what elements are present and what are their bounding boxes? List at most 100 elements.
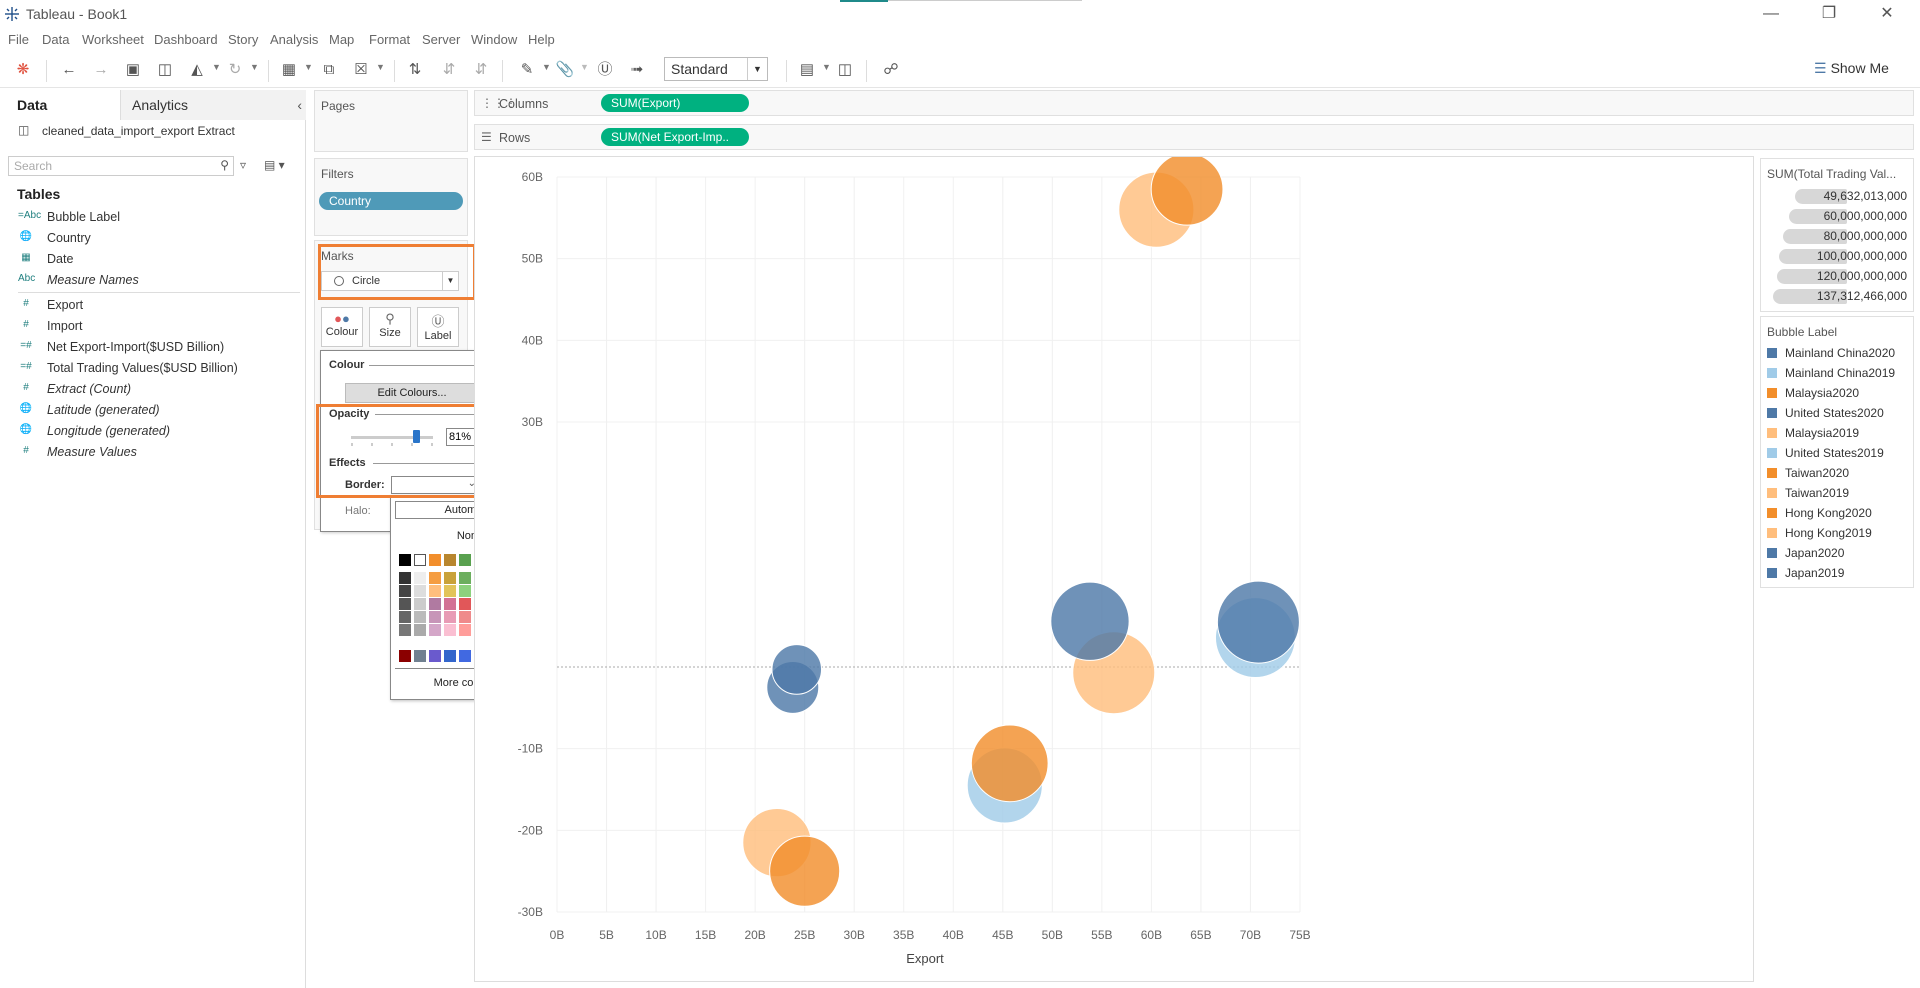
colour-swatch[interactable]: [399, 572, 411, 584]
tableau-home-icon[interactable]: ❋: [16, 61, 30, 78]
pin-icon[interactable]: ➟: [630, 61, 644, 78]
tab-analytics[interactable]: Analytics ‹: [120, 90, 306, 120]
colour-swatch[interactable]: [459, 554, 471, 566]
colour-swatch[interactable]: [459, 585, 471, 597]
colour-swatch[interactable]: [399, 650, 411, 662]
colour-swatch[interactable]: [459, 572, 471, 584]
size-legend-item[interactable]: 137,312,466,000: [1765, 287, 1909, 305]
label-button[interactable]: Ⓤ Label: [417, 307, 459, 347]
chevron-down-icon[interactable]: ▼: [376, 62, 385, 72]
datasource-item[interactable]: ◫ cleaned_data_import_export Extract: [18, 123, 235, 138]
field-measure-names[interactable]: Abc Measure Names: [0, 271, 300, 291]
colour-button[interactable]: ●● Colour: [321, 307, 363, 347]
view-options-icon[interactable]: ▤ ▾: [264, 158, 285, 172]
scatter-chart[interactable]: 0B 5B 10B 15B 20B 25B 30B 35B 40B 45B 50B 55B 60B 65B…: [475, 157, 1755, 983]
menu-server[interactable]: Server: [422, 32, 461, 47]
colour-swatch[interactable]: [459, 598, 471, 610]
field-date[interactable]: ▦ Date: [0, 250, 300, 270]
colour-swatch[interactable]: [399, 624, 411, 636]
sort-ascending-icon[interactable]: ⇵: [442, 61, 456, 78]
columns-pill-export[interactable]: SUM(Export): [601, 94, 749, 112]
filters-card[interactable]: Filters Country: [314, 158, 468, 236]
minimize-icon[interactable]: —: [1763, 5, 1779, 22]
rows-shelf[interactable]: ☰ Rows SUM(Net Export-Imp..: [474, 124, 1914, 150]
field-extract-count[interactable]: # Extract (Count): [0, 380, 300, 400]
field-longitude[interactable]: 🌐 Longitude (generated): [0, 422, 300, 442]
chevron-down-icon[interactable]: ▼: [580, 62, 589, 72]
chevron-down-icon[interactable]: ▼: [304, 62, 313, 72]
field-total-trading-values[interactable]: =# Total Trading Values($USD Billion): [0, 359, 300, 379]
opacity-slider-track[interactable]: [351, 436, 433, 439]
colour-swatch[interactable]: [414, 611, 426, 623]
colour-swatch[interactable]: [414, 650, 426, 662]
field-import[interactable]: # Import: [0, 317, 300, 337]
bubble-point[interactable]: [970, 724, 1049, 803]
chevron-down-icon[interactable]: ▼: [212, 62, 221, 72]
colour-swatch[interactable]: [444, 598, 456, 610]
columns-shelf[interactable]: ⋮⋮⋮ Columns SUM(Export): [474, 90, 1914, 116]
collapse-pane-icon[interactable]: ‹: [297, 97, 302, 113]
colour-swatch[interactable]: [459, 624, 471, 636]
colour-swatch[interactable]: [429, 572, 441, 584]
swap-axes-icon[interactable]: ⇅: [408, 61, 422, 78]
colour-swatch[interactable]: [414, 572, 426, 584]
menu-map[interactable]: Map: [329, 32, 355, 47]
highlight-icon[interactable]: ✎: [520, 61, 534, 78]
menu-data[interactable]: Data: [42, 32, 70, 47]
redo-icon[interactable]: →: [93, 61, 109, 78]
colour-swatch[interactable]: [399, 585, 411, 597]
field-latitude[interactable]: 🌐 Latitude (generated): [0, 401, 300, 421]
menu-help[interactable]: Help: [528, 32, 555, 47]
sort-descending-icon[interactable]: ⇵: [474, 61, 488, 78]
colour-swatch[interactable]: [459, 650, 471, 662]
show-cards-icon[interactable]: ▤: [799, 61, 815, 78]
colour-swatch[interactable]: [459, 611, 471, 623]
text-label-icon[interactable]: Ⓤ: [597, 61, 613, 78]
rows-pill-net-export-import[interactable]: SUM(Net Export-Imp..: [601, 128, 749, 146]
colour-swatch[interactable]: [429, 585, 441, 597]
tab-data[interactable]: Data: [0, 90, 120, 120]
show-me-button[interactable]: ☰ Show Me: [1814, 60, 1889, 77]
size-legend-item[interactable]: 49,632,013,000: [1765, 187, 1909, 205]
restore-icon[interactable]: ❐: [1821, 5, 1837, 22]
chart-view[interactable]: 0B 5B 10B 15B 20B 25B 30B 35B 40B 45B 50B 55B 60B 65B…: [474, 156, 1754, 982]
size-legend-item[interactable]: 80,000,000,000: [1765, 227, 1909, 245]
bubble-point[interactable]: [1216, 580, 1300, 664]
colour-swatch[interactable]: [444, 572, 456, 584]
menu-story[interactable]: Story: [228, 32, 259, 47]
group-icon[interactable]: 📎: [555, 61, 575, 78]
clear-sheet-icon[interactable]: ☒: [354, 61, 368, 78]
size-legend-item[interactable]: 100,000,000,000: [1765, 247, 1909, 265]
chevron-down-icon[interactable]: ▼: [822, 62, 831, 72]
save-icon[interactable]: ▣: [125, 61, 141, 78]
colour-swatch[interactable]: [414, 585, 426, 597]
chevron-down-icon[interactable]: ▼: [250, 62, 259, 72]
field-bubble-label[interactable]: =Abc Bubble Label: [0, 208, 300, 228]
menu-file[interactable]: File: [8, 32, 29, 47]
pages-card[interactable]: Pages: [314, 90, 468, 152]
colour-swatch[interactable]: [429, 554, 441, 566]
filter-icon[interactable]: ▿: [240, 158, 247, 172]
filter-pill-country[interactable]: Country: [319, 192, 463, 210]
colour-swatch[interactable]: [429, 611, 441, 623]
colour-legend[interactable]: Bubble Label Mainland China2020 Mainland …: [1760, 316, 1914, 588]
field-net-export-import[interactable]: =# Net Export-Import($USD Billion): [0, 338, 300, 358]
bubble-point[interactable]: [771, 644, 823, 695]
colour-swatch[interactable]: [399, 611, 411, 623]
colour-swatch[interactable]: [429, 624, 441, 636]
colour-swatch[interactable]: [429, 650, 441, 662]
mark-type-select[interactable]: Circle ▼: [321, 271, 459, 291]
undo-icon[interactable]: ←: [61, 61, 77, 78]
field-export[interactable]: # Export: [0, 296, 300, 316]
bubble-point[interactable]: [769, 835, 841, 907]
pause-updates-icon[interactable]: ◭: [191, 61, 203, 78]
opacity-slider-thumb[interactable]: [412, 430, 420, 443]
colour-swatch[interactable]: [444, 624, 456, 636]
refresh-icon[interactable]: ↻: [228, 61, 242, 78]
menu-worksheet[interactable]: Worksheet: [82, 32, 144, 47]
duplicate-icon[interactable]: ⧉: [323, 61, 335, 78]
colour-swatch[interactable]: [444, 611, 456, 623]
colour-swatch[interactable]: [444, 585, 456, 597]
new-datasource-icon[interactable]: ◫: [157, 61, 173, 78]
search-input[interactable]: Search ⚲: [8, 156, 234, 176]
